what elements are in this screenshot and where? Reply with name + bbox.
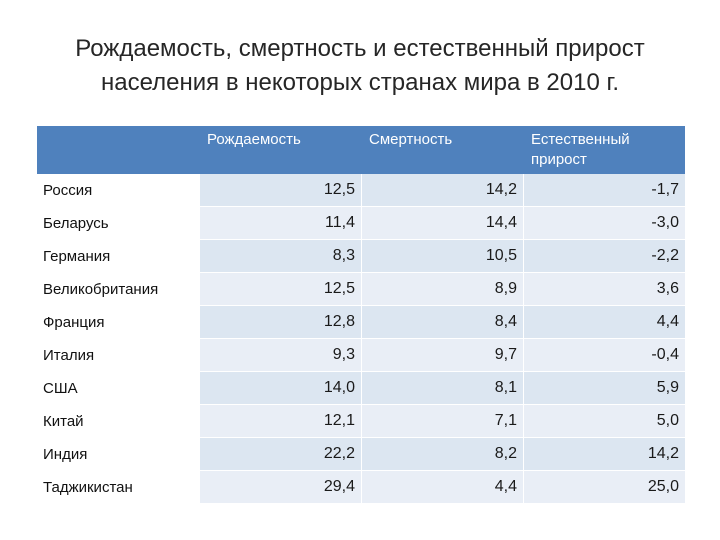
death-cell: 9,7 [361,339,523,372]
table-row: США 14,0 8,1 5,9 [37,372,685,405]
country-cell: Беларусь [37,207,199,240]
country-cell: Германия [37,240,199,273]
table-row: Франция 12,8 8,4 4,4 [37,306,685,339]
country-cell: Италия [37,339,199,372]
growth-cell: -3,0 [523,207,685,240]
table-row: Великобритания 12,5 8,9 3,6 [37,273,685,306]
birth-cell: 14,0 [199,372,361,405]
birth-cell: 29,4 [199,471,361,504]
country-cell: Франция [37,306,199,339]
birth-cell: 8,3 [199,240,361,273]
birth-cell: 12,1 [199,405,361,438]
death-cell: 14,2 [361,174,523,207]
death-cell: 10,5 [361,240,523,273]
death-cell: 8,9 [361,273,523,306]
birth-cell: 12,8 [199,306,361,339]
table-row: Италия 9,3 9,7 -0,4 [37,339,685,372]
header-corner [37,126,199,174]
growth-cell: 14,2 [523,438,685,471]
death-cell: 14,4 [361,207,523,240]
death-cell: 8,4 [361,306,523,339]
table-row: Беларусь 11,4 14,4 -3,0 [37,207,685,240]
birth-cell: 9,3 [199,339,361,372]
country-cell: США [37,372,199,405]
demographics-table: Рождаемость Смертность Естественный прир… [37,126,685,504]
table-row: Таджикистан 29,4 4,4 25,0 [37,471,685,504]
table-row: Китай 12,1 7,1 5,0 [37,405,685,438]
table-row: Россия 12,5 14,2 -1,7 [37,174,685,207]
country-cell: Индия [37,438,199,471]
country-cell: Таджикистан [37,471,199,504]
country-cell: Великобритания [37,273,199,306]
death-cell: 8,2 [361,438,523,471]
title-line-1: Рождаемость, смертность и естественный п… [75,35,645,62]
death-cell: 8,1 [361,372,523,405]
growth-cell: 5,0 [523,405,685,438]
growth-cell: -2,2 [523,240,685,273]
death-cell: 4,4 [361,471,523,504]
birth-cell: 12,5 [199,174,361,207]
growth-cell: -0,4 [523,339,685,372]
slide-title: Рождаемость, смертность и естественный п… [40,32,680,100]
birth-cell: 11,4 [199,207,361,240]
growth-cell: 5,9 [523,372,685,405]
country-cell: Россия [37,174,199,207]
death-cell: 7,1 [361,405,523,438]
growth-cell: -1,7 [523,174,685,207]
birth-cell: 12,5 [199,273,361,306]
table-header-row: Рождаемость Смертность Естественный прир… [37,126,685,174]
header-birth: Рождаемость [199,126,361,174]
header-growth: Естественный прирост [523,126,685,174]
title-line-2: населения в некоторых странах мира в 201… [101,69,619,96]
table-row: Германия 8,3 10,5 -2,2 [37,240,685,273]
growth-cell: 25,0 [523,471,685,504]
header-death: Смертность [361,126,523,174]
birth-cell: 22,2 [199,438,361,471]
growth-cell: 4,4 [523,306,685,339]
growth-cell: 3,6 [523,273,685,306]
country-cell: Китай [37,405,199,438]
table-row: Индия 22,2 8,2 14,2 [37,438,685,471]
